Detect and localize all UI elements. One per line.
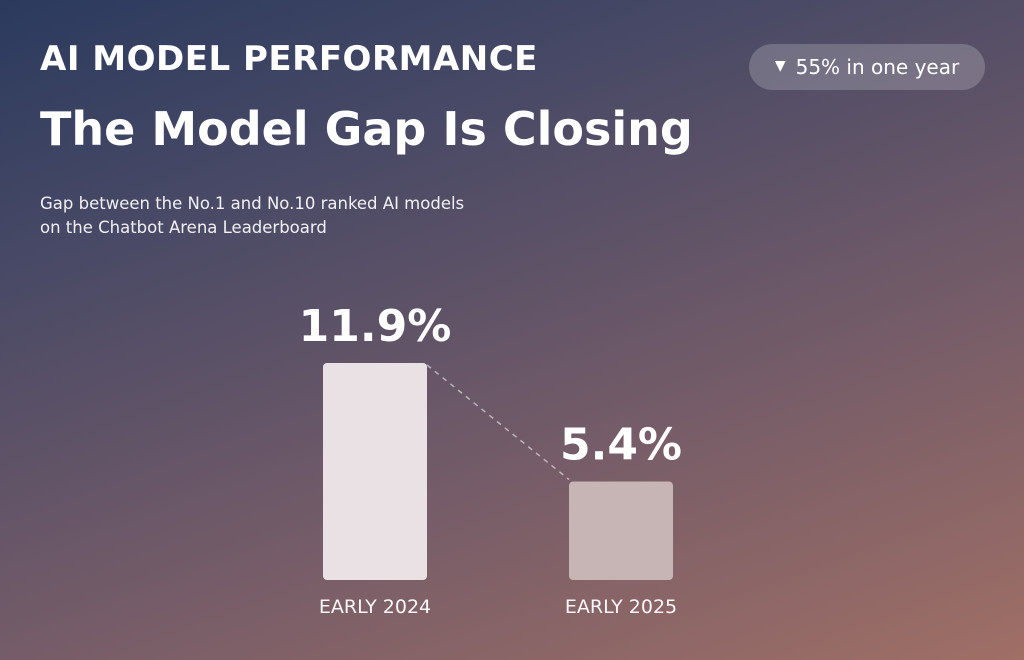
bar-1 <box>323 363 427 580</box>
eyebrow-label: AI MODEL PERFORMANCE <box>40 39 538 79</box>
page-title: The Model Gap Is Closing <box>40 102 693 156</box>
connector-line <box>426 364 570 481</box>
category-label-2: EARLY 2025 <box>565 596 677 618</box>
value-label-1: 11.9% <box>299 301 452 352</box>
subtitle-line-2: on the Chatbot Arena Leaderboard <box>40 218 327 237</box>
triangle-down-icon: ▼ <box>774 58 786 74</box>
category-label-1: EARLY 2024 <box>319 596 431 618</box>
bar-2 <box>569 481 673 580</box>
subtitle-line-1: Gap between the No.1 and No.10 ranked AI… <box>40 194 465 213</box>
chart-subtitle: Gap between the No.1 and No.10 ranked AI… <box>40 192 560 240</box>
change-badge-text: 55% in one year <box>795 55 960 79</box>
value-label-2: 5.4% <box>560 420 682 471</box>
change-badge: ▼ 55% in one year <box>749 44 985 90</box>
